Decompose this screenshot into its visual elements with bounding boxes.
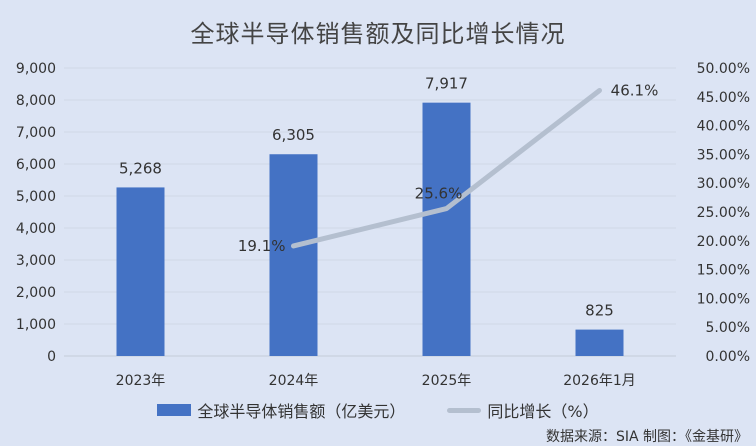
y-left-tick: 5,000 bbox=[16, 189, 56, 205]
y-left-tick: 8,000 bbox=[16, 93, 56, 109]
legend-swatch-line bbox=[447, 407, 482, 413]
y-left-tick: 4,000 bbox=[16, 221, 56, 237]
bar-data-label: 7,917 bbox=[425, 75, 468, 93]
legend-item-sales: 全球半导体销售额（亿美元） bbox=[157, 398, 405, 422]
bar-data-label: 6,305 bbox=[272, 126, 315, 144]
bar-data-label: 825 bbox=[585, 302, 614, 320]
legend-label: 同比增长（%） bbox=[487, 402, 599, 421]
source-note: 数据来源：SIA 制图：《金基研》 bbox=[545, 429, 748, 445]
chart-title: 全球半导体销售额及同比增长情况 bbox=[190, 20, 566, 48]
legend-label: 全球半导体销售额（亿美元） bbox=[197, 402, 406, 421]
y-right-tick: 40.00% bbox=[697, 119, 750, 135]
growth-line bbox=[291, 87, 602, 249]
y-right-tick: 0.00% bbox=[706, 349, 750, 365]
x-tick: 2026年1月 bbox=[563, 373, 636, 389]
legend: 全球半导体销售额（亿美元） 同比增长（%） bbox=[0, 398, 756, 422]
y-left-tick: 7,000 bbox=[16, 125, 56, 141]
bar bbox=[575, 329, 624, 356]
bar bbox=[422, 102, 471, 356]
bar-data-label: 5,268 bbox=[119, 159, 162, 177]
y-left-tick: 1,000 bbox=[16, 317, 56, 333]
y-right-tick: 20.00% bbox=[697, 234, 750, 250]
x-tick: 2025年 bbox=[422, 373, 472, 389]
y-left-tick: 6,000 bbox=[16, 157, 56, 173]
y-right-tick: 45.00% bbox=[697, 90, 750, 106]
bar bbox=[269, 154, 318, 356]
y-left-tick: 2,000 bbox=[16, 285, 56, 301]
legend-swatch-bar bbox=[157, 404, 192, 416]
y-right-tick: 30.00% bbox=[697, 176, 750, 192]
y-right-tick: 35.00% bbox=[697, 147, 750, 163]
y-right-tick: 10.00% bbox=[697, 291, 750, 307]
y-right-tick: 5.00% bbox=[706, 320, 750, 336]
line-data-label: 46.1% bbox=[611, 81, 659, 99]
x-tick: 2023年 bbox=[116, 373, 166, 389]
y-right-tick: 25.00% bbox=[697, 205, 750, 221]
y-right-tick: 15.00% bbox=[697, 263, 750, 279]
y-right-tick: 50.00% bbox=[697, 61, 750, 77]
line-data-label: 25.6% bbox=[415, 185, 463, 203]
bar bbox=[116, 187, 165, 356]
line-data-label: 19.1% bbox=[238, 237, 286, 255]
y-left-tick: 0 bbox=[47, 349, 56, 365]
y-left-tick: 9,000 bbox=[16, 61, 56, 77]
legend-item-growth: 同比增长（%） bbox=[447, 398, 599, 422]
x-tick: 2024年 bbox=[269, 373, 319, 389]
y-left-tick: 3,000 bbox=[16, 253, 56, 269]
